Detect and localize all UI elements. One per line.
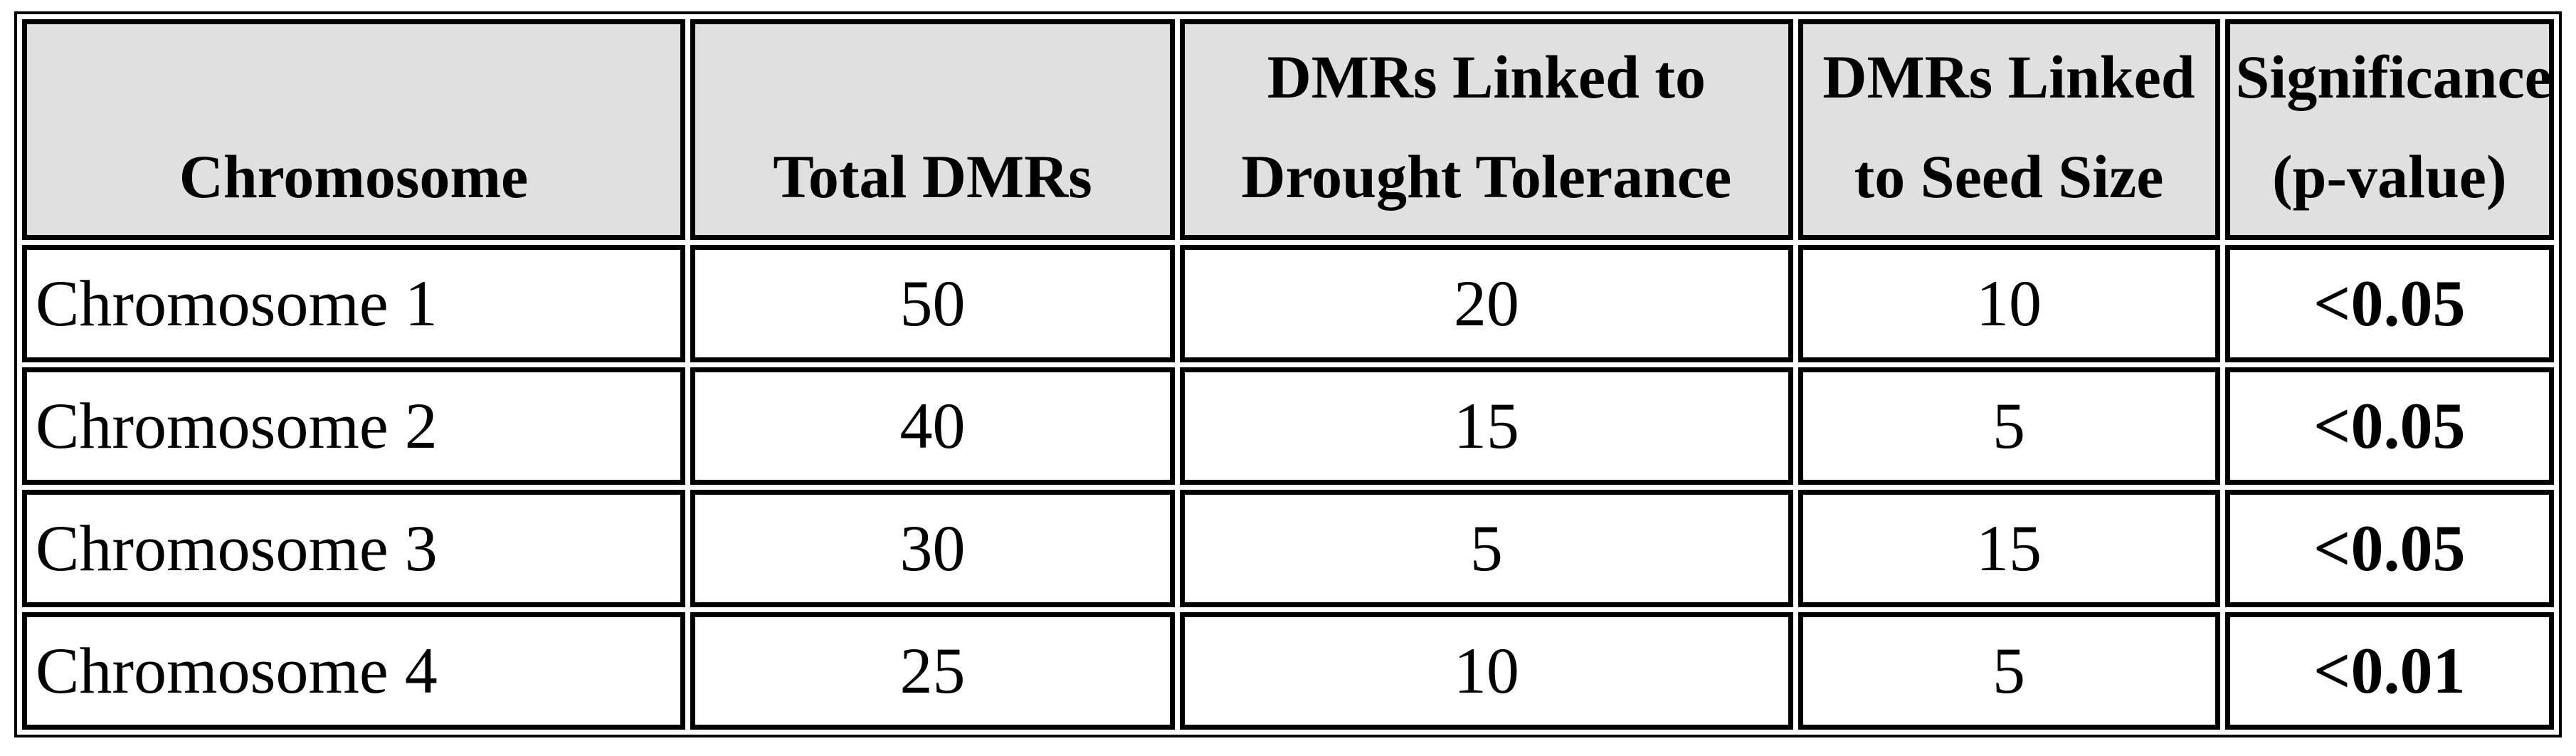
cell-total-dmrs: 25 [690,612,1176,730]
table-row: Chromosome 4 25 10 5 <0.01 [22,612,2554,730]
cell-chromosome-name: Chromosome 4 [22,612,685,730]
cell-seed-dmrs: 10 [1798,245,2220,362]
cell-significance: <0.05 [2224,367,2554,485]
cell-seed-dmrs: 5 [1798,612,2220,730]
cell-significance: <0.01 [2224,612,2554,730]
table-row: Chromosome 3 30 5 15 <0.05 [22,490,2554,607]
cell-drought-dmrs: 5 [1180,490,1793,607]
header-row: Chromosome Total DMRs DMRs Linked to Dro… [22,19,2554,240]
cell-total-dmrs: 30 [690,490,1176,607]
header-cell-seed-size: DMRs Linked to Seed Size [1798,19,2220,240]
table-row: Chromosome 1 50 20 10 <0.05 [22,245,2554,362]
cell-drought-dmrs: 15 [1180,367,1793,485]
header-cell-total-dmrs: Total DMRs [690,19,1176,240]
cell-significance: <0.05 [2224,490,2554,607]
cell-chromosome-name: Chromosome 1 [22,245,685,362]
cell-chromosome-name: Chromosome 2 [22,367,685,485]
cell-drought-dmrs: 10 [1180,612,1793,730]
header-cell-drought-tolerance: DMRs Linked to Drought Tolerance [1180,19,1793,240]
cell-total-dmrs: 40 [690,367,1176,485]
cell-seed-dmrs: 15 [1798,490,2220,607]
cell-significance: <0.05 [2224,245,2554,362]
cell-chromosome-name: Chromosome 3 [22,490,685,607]
header-cell-significance: Significance (p-value) [2224,19,2554,240]
cell-seed-dmrs: 5 [1798,367,2220,485]
cell-total-dmrs: 50 [690,245,1176,362]
header-cell-chromosome: Chromosome [22,19,685,240]
dmr-summary-table: Chromosome Total DMRs DMRs Linked to Dro… [14,11,2562,737]
cell-drought-dmrs: 20 [1180,245,1793,362]
table-row: Chromosome 2 40 15 5 <0.05 [22,367,2554,485]
